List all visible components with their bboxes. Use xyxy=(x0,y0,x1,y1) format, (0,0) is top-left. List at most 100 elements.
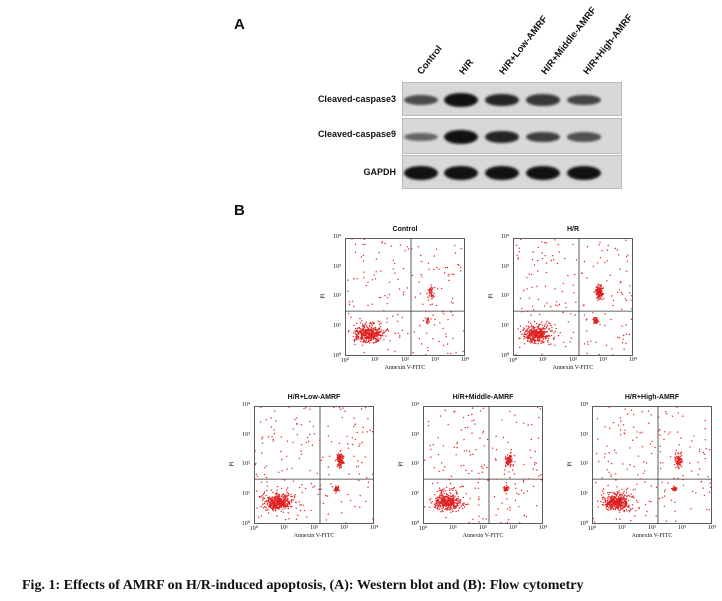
event-dot xyxy=(380,335,383,337)
y-tick-label: 10⁴ xyxy=(579,402,589,408)
event-dot xyxy=(459,506,461,508)
event-dot xyxy=(376,330,378,332)
event-dot xyxy=(446,503,449,505)
event-dot xyxy=(609,274,611,276)
event-dot xyxy=(537,333,539,336)
event-dot xyxy=(455,454,457,456)
event-dot xyxy=(451,508,454,511)
event-dot xyxy=(441,504,443,507)
event-dot xyxy=(362,328,365,330)
blot-band xyxy=(567,166,601,180)
event-dot xyxy=(467,426,469,429)
event-dot xyxy=(336,465,338,468)
event-dot xyxy=(537,343,539,345)
event-dot xyxy=(536,328,538,331)
event-dot xyxy=(438,505,440,508)
event-dot xyxy=(578,343,580,345)
event-dot xyxy=(594,317,596,319)
event-dot xyxy=(336,486,338,489)
event-dot xyxy=(282,508,284,510)
event-dot xyxy=(546,331,548,333)
event-dot xyxy=(270,497,273,499)
event-dot xyxy=(615,504,617,506)
event-dot xyxy=(260,481,263,483)
event-dot xyxy=(458,507,460,509)
event-dot xyxy=(572,243,574,246)
event-dot xyxy=(429,292,431,294)
event-dot xyxy=(573,273,576,276)
event-dot xyxy=(609,496,612,499)
event-dot xyxy=(689,462,691,464)
event-dot xyxy=(604,498,606,500)
event-dot xyxy=(554,344,556,347)
event-dot xyxy=(651,440,653,443)
event-dot xyxy=(518,337,520,339)
event-dot xyxy=(544,241,546,244)
event-dot xyxy=(522,329,524,332)
event-dot xyxy=(690,508,692,510)
event-dot xyxy=(510,455,513,457)
y-axis-label: PI xyxy=(488,293,495,299)
event-dot xyxy=(675,487,677,489)
event-dot xyxy=(599,257,602,259)
event-dot xyxy=(357,460,359,462)
event-dot xyxy=(429,498,432,500)
event-dot xyxy=(296,417,298,419)
event-dot xyxy=(592,318,594,321)
event-dot xyxy=(283,479,286,481)
event-dot xyxy=(503,488,506,490)
event-dot xyxy=(396,320,399,323)
event-dot xyxy=(436,288,439,290)
event-dot xyxy=(680,437,682,439)
event-dot xyxy=(361,320,363,322)
event-dot xyxy=(609,498,611,500)
y-axis-label: PI xyxy=(567,461,574,467)
event-dot xyxy=(553,332,555,334)
event-dot xyxy=(367,304,369,307)
event-dot xyxy=(335,485,337,487)
event-dot xyxy=(365,341,368,343)
event-dot xyxy=(523,289,525,292)
event-dot xyxy=(286,440,289,442)
event-dot xyxy=(626,256,628,258)
event-dot xyxy=(365,284,367,287)
event-dot xyxy=(447,505,449,507)
event-dot xyxy=(445,496,447,498)
event-dot xyxy=(538,331,540,333)
event-dot xyxy=(604,503,607,506)
event-dot xyxy=(618,497,620,500)
event-dot xyxy=(287,507,290,510)
event-dot xyxy=(659,445,661,447)
event-dot xyxy=(444,498,446,501)
event-dot xyxy=(451,498,453,500)
event-dot xyxy=(551,310,553,312)
event-dot xyxy=(544,338,547,340)
event-dot xyxy=(463,506,466,508)
event-dot xyxy=(439,497,441,499)
event-dot xyxy=(449,483,452,485)
event-dot xyxy=(556,262,559,265)
event-dot xyxy=(512,463,514,466)
x-axis-label: Annexin V-FITC xyxy=(293,533,335,539)
event-dot xyxy=(351,238,353,240)
event-dot xyxy=(355,329,358,332)
event-dot xyxy=(450,504,452,507)
event-dot xyxy=(374,326,376,329)
event-dot xyxy=(618,490,620,492)
event-dot xyxy=(678,459,681,461)
blot-band xyxy=(444,166,478,180)
event-dot xyxy=(437,501,439,504)
event-dot xyxy=(509,454,511,457)
event-dot xyxy=(541,324,544,326)
event-dot xyxy=(368,329,370,331)
event-dot xyxy=(601,287,603,289)
event-dot xyxy=(441,507,443,510)
event-dot xyxy=(557,304,559,307)
row-label-gapdh: GAPDH xyxy=(363,167,396,177)
event-dot xyxy=(526,328,528,330)
event-dot xyxy=(631,507,634,510)
event-dot xyxy=(388,281,391,283)
event-dot xyxy=(583,260,586,263)
event-dot xyxy=(602,504,605,506)
event-dot xyxy=(521,333,523,335)
